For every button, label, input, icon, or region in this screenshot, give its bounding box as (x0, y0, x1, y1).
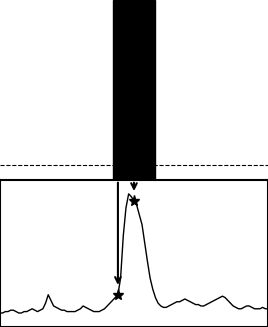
Polygon shape (220, 58, 255, 76)
Polygon shape (13, 4, 113, 173)
Polygon shape (134, 4, 255, 171)
Polygon shape (214, 32, 255, 54)
Polygon shape (113, 0, 155, 180)
